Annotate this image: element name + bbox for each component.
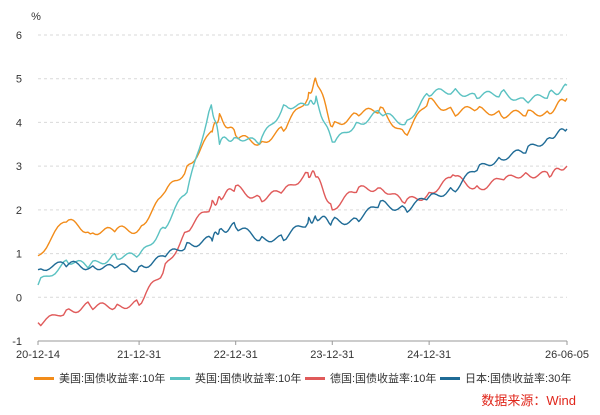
legend-item-jp: 日本:国债收益率:30年 (440, 368, 571, 388)
x-tick-label: 23-12-31 (310, 349, 354, 361)
legend-swatch-de (305, 376, 325, 380)
x-tick-label: 22-12-31 (214, 349, 258, 361)
x-tick-label: 26-06-05 (545, 349, 589, 361)
legend-label-us: 美国:国债收益率:10年 (59, 373, 166, 385)
y-tick-label: -1 (12, 336, 22, 348)
unit-label: % (31, 11, 41, 23)
x-tick-label: 21-12-31 (117, 349, 161, 361)
legend-swatch-uk (170, 376, 190, 380)
x-tick-label: 24-12-31 (407, 349, 451, 361)
y-axis: -1 0 1 2 3 4 5 6 (12, 30, 22, 348)
legend: 美国:国债收益率:10年 英国:国债收益率:10年 德国:国债收益率:10年 日… (0, 368, 600, 388)
legend-label-de: 德国:国债收益率:10年 (330, 373, 437, 385)
y-tick-label: 5 (16, 74, 22, 86)
legend-item-de: 德国:国债收益率:10年 (305, 368, 436, 388)
y-tick-label: 6 (16, 30, 22, 42)
y-tick-label: 3 (16, 161, 22, 173)
series-line-de (37, 165, 568, 327)
series-lines (37, 77, 568, 327)
legend-swatch-us (34, 376, 54, 380)
chart: -1 0 1 2 3 4 5 6 % 20-12-14 21-12-31 22-12-31 23-1… (12, 11, 589, 361)
y-tick-label: 2 (16, 205, 22, 217)
x-tick-label: 20-12-14 (16, 349, 60, 361)
series-line-us (37, 77, 568, 257)
legend-label-jp: 日本:国债收益率:30年 (465, 373, 572, 385)
x-axis: 20-12-14 21-12-31 22-12-31 23-12-31 24-12-31… (16, 340, 589, 361)
y-tick-label: 4 (16, 117, 22, 129)
legend-item-uk: 英国:国债收益率:10年 (170, 368, 301, 388)
series-line-jp (37, 128, 568, 273)
data-source-note: 数据来源：Wind (481, 393, 576, 408)
legend-label-uk: 英国:国债收益率:10年 (195, 373, 302, 385)
grid (38, 34, 567, 342)
legend-swatch-jp (440, 376, 460, 380)
y-tick-label: 1 (16, 249, 22, 261)
y-tick-label: 0 (16, 292, 22, 304)
series-line-uk (37, 83, 568, 286)
legend-item-us: 美国:国债收益率:10年 (34, 368, 165, 388)
